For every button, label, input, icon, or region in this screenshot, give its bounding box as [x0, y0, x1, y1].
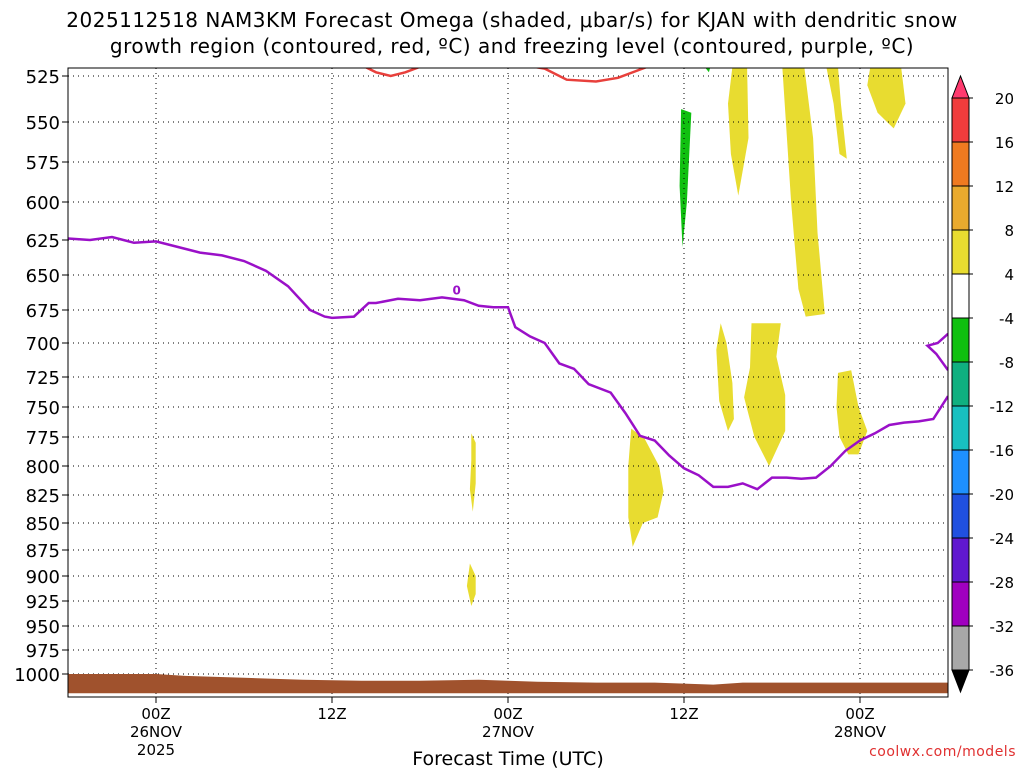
colorbar-label: -16 — [990, 442, 1015, 460]
omega-region-positive — [826, 68, 847, 159]
x-tick-label: 00Z — [845, 705, 874, 723]
omega-region-positive — [469, 433, 476, 512]
freezing-level-label: 0 — [452, 284, 460, 298]
y-tick-label: 725 — [26, 368, 60, 389]
y-tick-label: 850 — [26, 514, 60, 535]
y-tick-label: 575 — [26, 153, 60, 174]
omega-region-positive — [744, 323, 786, 466]
y-tick-label: 875 — [26, 541, 60, 562]
colorbar-segment — [951, 97, 970, 143]
x-tick-label: 28NOV — [834, 723, 887, 741]
x-tick-label: 00Z — [141, 705, 170, 723]
y-tick-label: 525 — [26, 67, 60, 88]
colorbar-segment — [951, 141, 970, 187]
omega-region-positive — [466, 563, 476, 606]
y-tick-label: 550 — [26, 113, 60, 134]
credit-text: coolwx.com/models — [869, 744, 1016, 760]
colorbar-label: -12 — [990, 398, 1015, 416]
omega-region-positive — [628, 428, 664, 547]
x-tick-label: 12Z — [317, 705, 346, 723]
terrain-fill — [68, 674, 948, 694]
colorbar-segment — [951, 493, 970, 539]
y-tick-label: 700 — [26, 334, 60, 355]
x-tick-label: 27NOV — [482, 723, 535, 741]
chart-title-line-2: growth region (contoured, red, ºC) and f… — [109, 34, 915, 58]
x-tick-label: 00Z — [493, 705, 522, 723]
omega-region-negative — [705, 68, 711, 73]
x-axis-title: Forecast Time (UTC) — [412, 748, 603, 768]
freezing-level-line — [924, 332, 948, 371]
colorbar-segment — [951, 537, 970, 583]
x-tick-label: 12Z — [669, 705, 698, 723]
colorbar-label: -36 — [990, 662, 1015, 680]
y-tick-label: 800 — [26, 457, 60, 478]
y-tick-label: 600 — [26, 193, 60, 214]
y-tick-label: 750 — [26, 398, 60, 419]
colorbar-top-arrow — [951, 74, 970, 99]
colorbar-segment — [951, 317, 970, 363]
colorbar-label: 20 — [995, 90, 1014, 108]
y-tick-label: 950 — [26, 617, 60, 638]
colorbar-segment — [951, 361, 970, 407]
omega-region-positive — [836, 370, 868, 455]
omega-region-positive — [867, 68, 906, 129]
y-tick-label: 975 — [26, 641, 60, 662]
y-tick-label: 825 — [26, 486, 60, 507]
colorbar-segment — [951, 625, 970, 671]
x-tick-label: 2025 — [137, 741, 175, 759]
omega-region-positive — [716, 323, 734, 431]
colorbar-label: -4 — [999, 310, 1014, 328]
colorbar-label: 4 — [1004, 266, 1014, 284]
omega-region-negative — [679, 109, 692, 247]
colorbar-label: 8 — [1004, 222, 1014, 240]
chart-title-line-1: 2025112518 NAM3KM Forecast Omega (shaded… — [66, 8, 958, 32]
omega-region-positive — [728, 68, 749, 196]
colorbar-label: 16 — [995, 134, 1014, 152]
colorbar-label: -32 — [990, 618, 1015, 636]
colorbar-segment — [951, 581, 970, 627]
y-tick-label: 650 — [26, 266, 60, 287]
colorbar-label: -8 — [999, 354, 1014, 372]
colorbar-segment — [951, 229, 970, 275]
colorbar-segment — [951, 273, 970, 319]
dgz-contour — [364, 68, 648, 83]
colorbar-label: 12 — [995, 178, 1014, 196]
colorbar-segment — [951, 185, 970, 231]
colorbar-label: -24 — [990, 530, 1015, 548]
omega-region-positive — [782, 68, 825, 317]
y-tick-label: 1000 — [14, 665, 60, 686]
y-tick-label: 675 — [26, 301, 60, 322]
colorbar-segment — [951, 405, 970, 451]
y-tick-label: 900 — [26, 567, 60, 588]
freezing-level-line — [68, 235, 948, 491]
y-tick-label: 925 — [26, 592, 60, 613]
x-tick-label: 26NOV — [130, 723, 183, 741]
y-tick-label: 775 — [26, 428, 60, 449]
colorbar-label: -28 — [990, 574, 1015, 592]
colorbar-bottom-arrow — [951, 669, 970, 694]
colorbar-label: -20 — [990, 486, 1015, 504]
colorbar-segment — [951, 449, 970, 495]
y-tick-label: 625 — [26, 231, 60, 252]
